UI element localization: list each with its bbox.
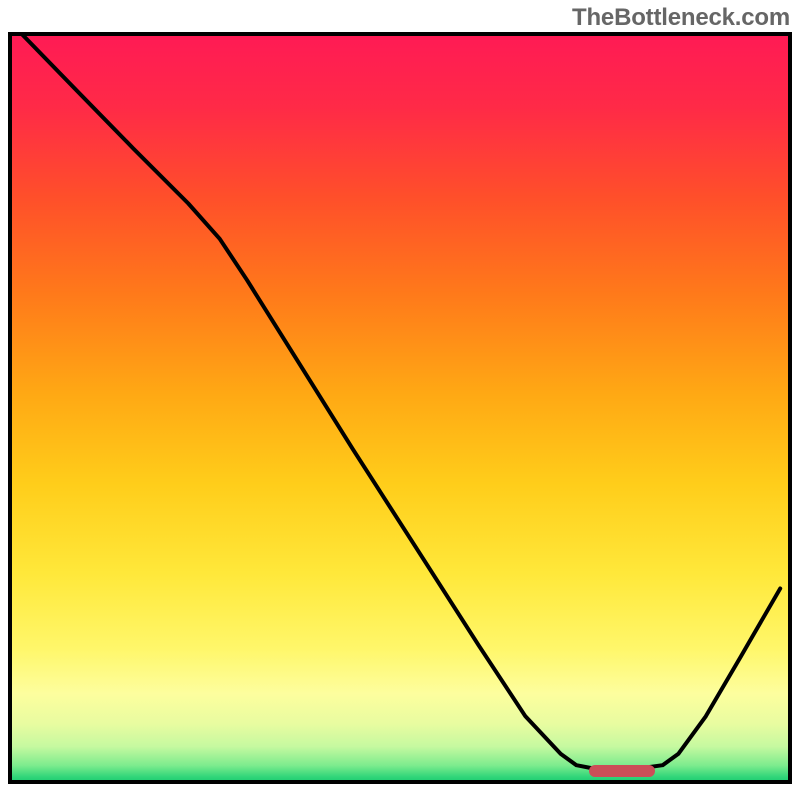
optimum-marker bbox=[589, 765, 656, 777]
watermark-text: TheBottleneck.com bbox=[572, 4, 790, 32]
plot-inner bbox=[8, 32, 792, 784]
figure-container: TheBottleneck.com bbox=[0, 0, 800, 800]
bottleneck-curve bbox=[8, 32, 792, 784]
plot-area bbox=[8, 32, 792, 784]
